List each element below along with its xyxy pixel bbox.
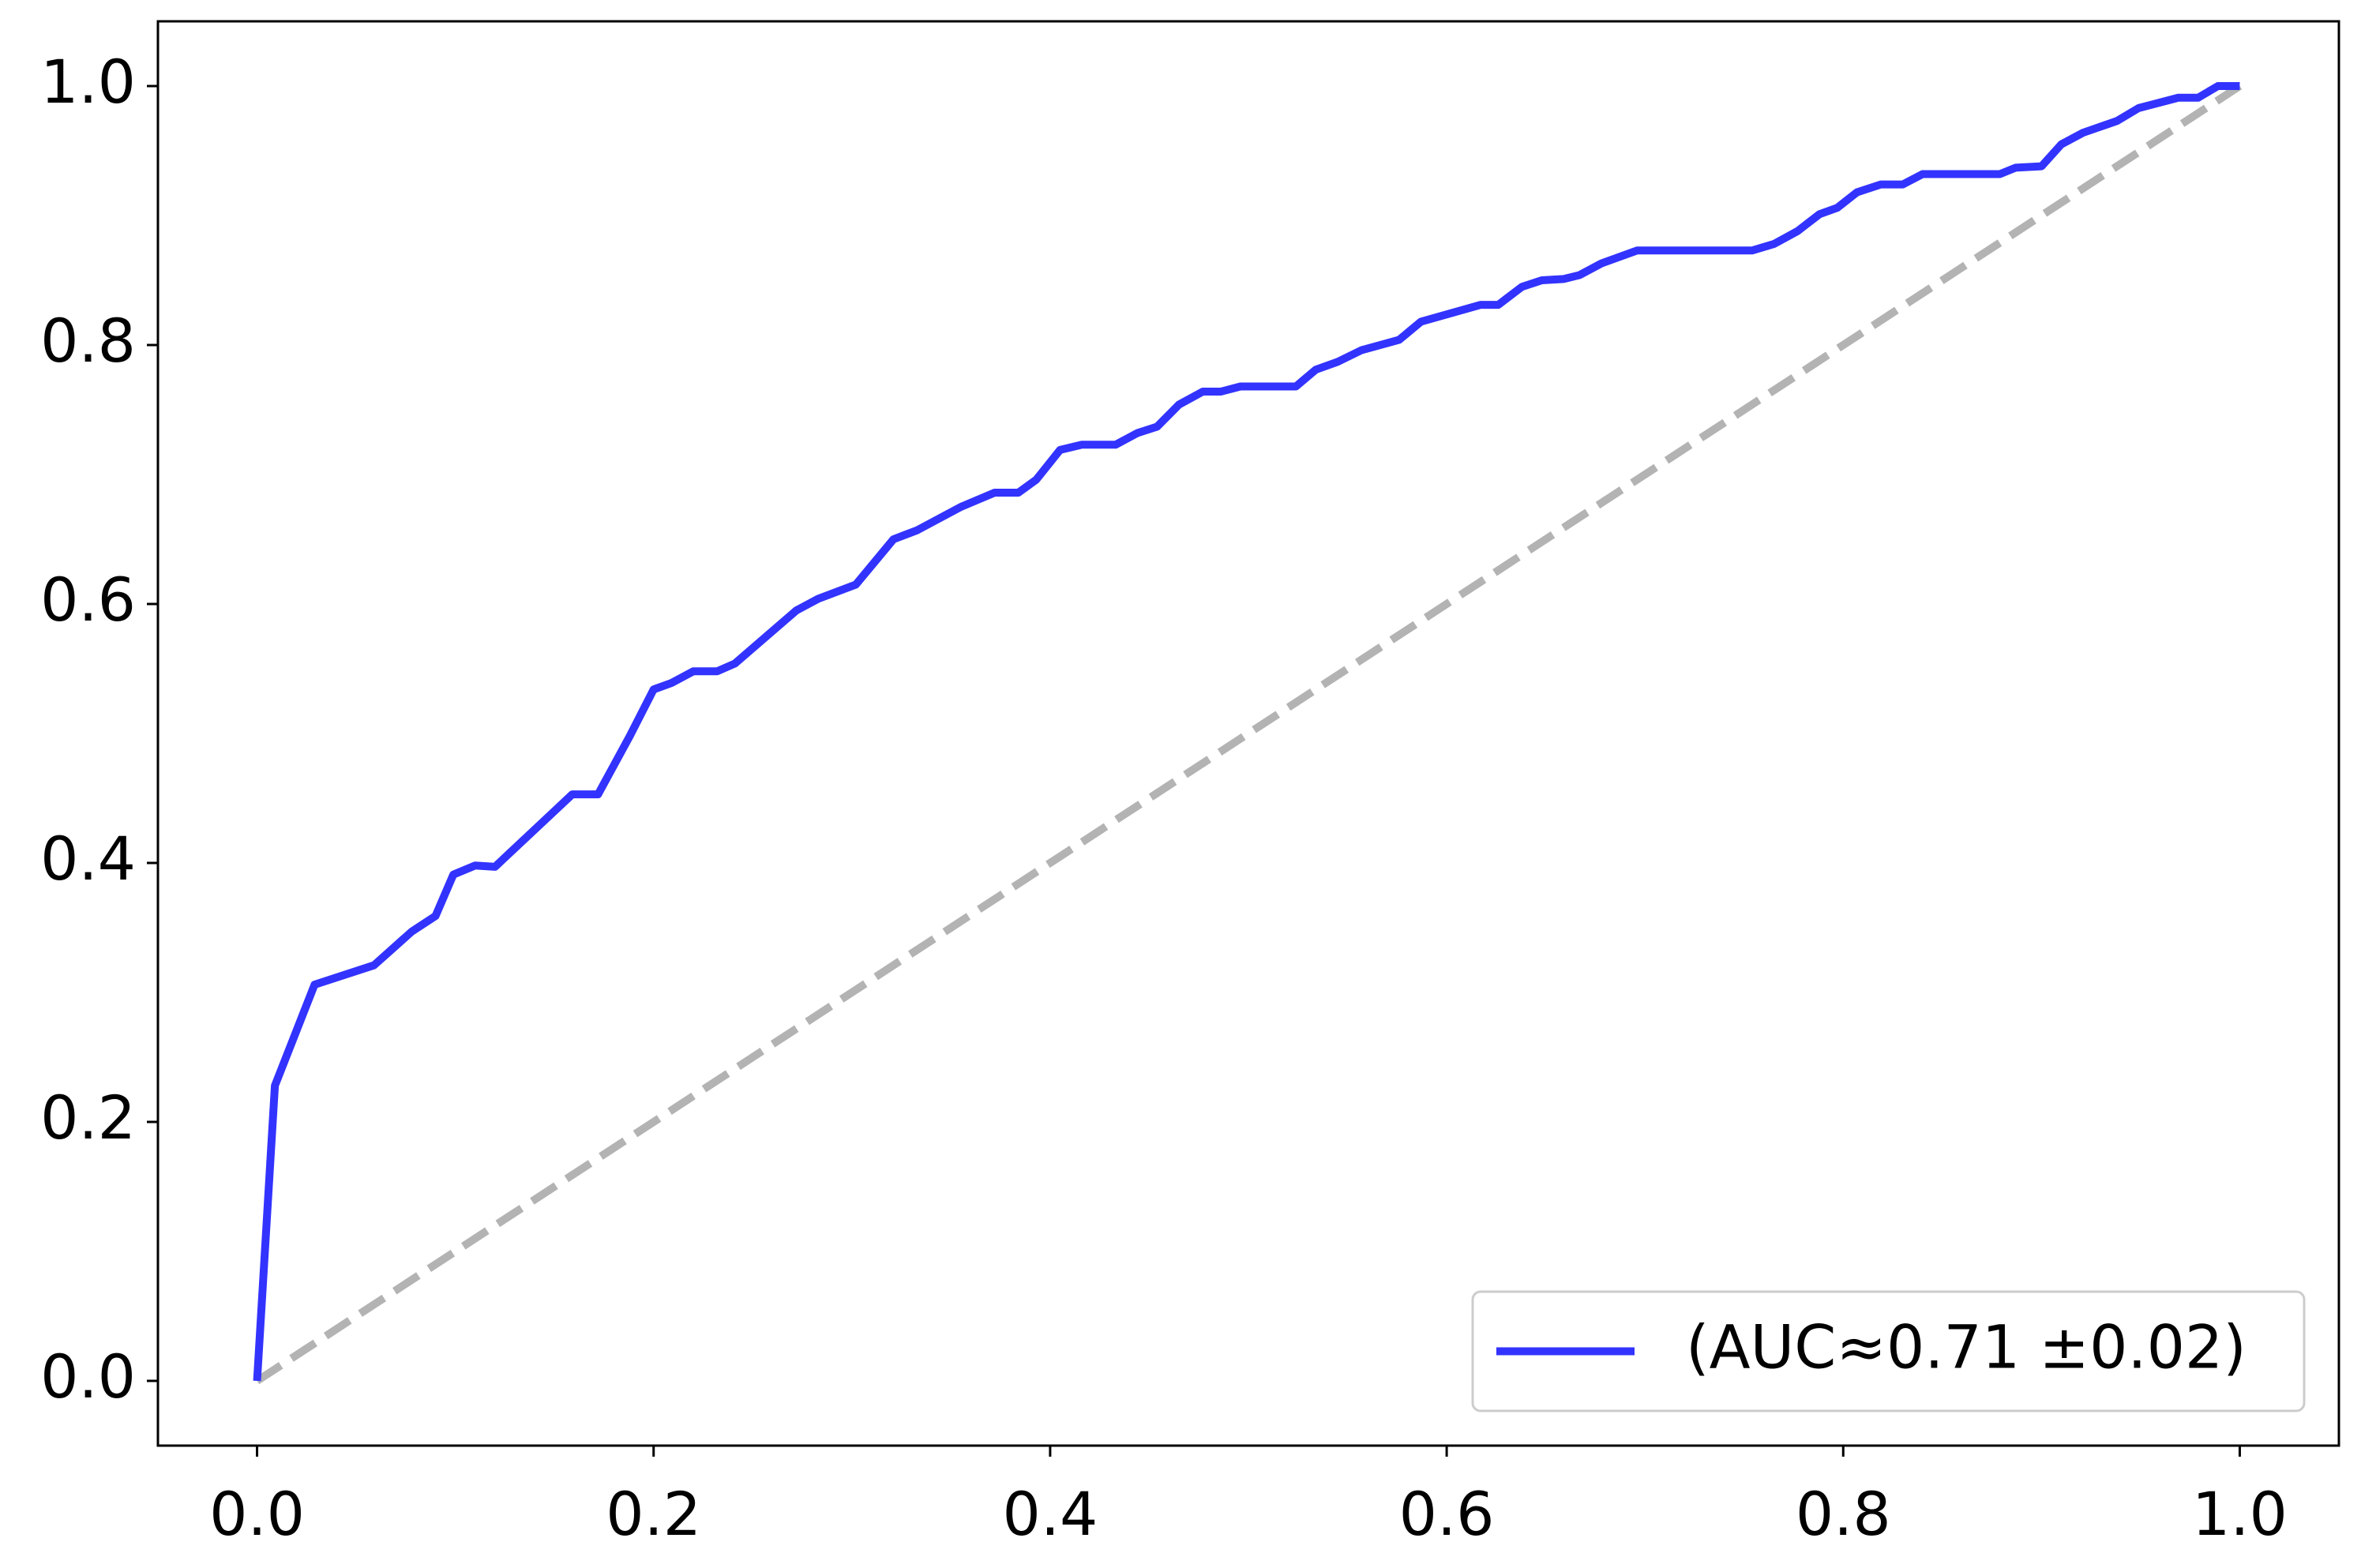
y-tick-label: 0.0 <box>40 1341 136 1412</box>
x-tick-label: 0.6 <box>1399 1479 1495 1549</box>
x-tick-label: 0.2 <box>606 1479 701 1549</box>
legend: (AUC≈0.71 ±0.02) <box>1471 1290 2306 1412</box>
roc-line <box>253 82 2240 1382</box>
reference-line <box>254 82 2243 1385</box>
y-tick-label: 0.2 <box>40 1082 136 1153</box>
x-tick-label: 0.8 <box>1796 1479 1891 1549</box>
x-tick-label: 0.0 <box>209 1479 305 1549</box>
x-tick-label: 1.0 <box>2192 1479 2288 1549</box>
legend-box <box>1471 1290 2306 1412</box>
y-tick-label: 1.0 <box>40 47 136 117</box>
legend-label: (AUC≈0.71 ±0.02) <box>1686 1311 2247 1382</box>
y-tick-label: 0.4 <box>40 823 136 894</box>
x-tick-label: 0.4 <box>1002 1479 1098 1549</box>
plot-frame <box>156 20 2340 1447</box>
y-tick-label: 0.8 <box>40 306 136 376</box>
y-tick-label: 0.6 <box>40 565 136 635</box>
